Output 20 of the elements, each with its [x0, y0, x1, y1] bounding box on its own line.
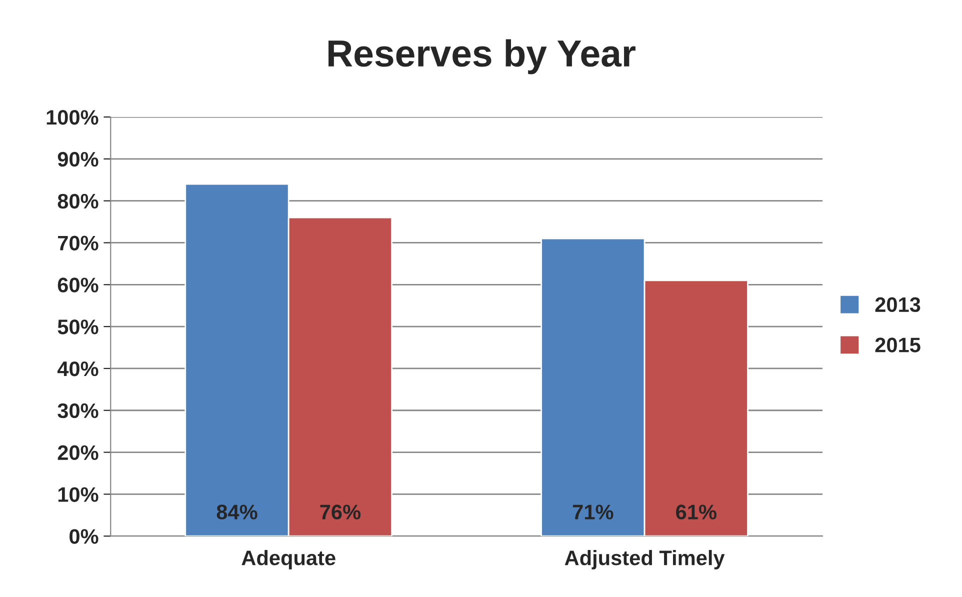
y-tick-label: 60%	[58, 278, 98, 292]
x-tick-label: Adjusted Timely	[564, 550, 725, 570]
data-label: 84%	[216, 504, 258, 520]
y-tick-label: 10%	[58, 487, 98, 502]
chart-title: Reserves by Year	[328, 39, 636, 74]
y-tick-label: 100%	[46, 110, 98, 125]
legend-label: 2015	[875, 338, 920, 352]
y-tick-label: 30%	[58, 403, 98, 418]
legend-label: 2013	[875, 297, 920, 312]
y-tick-label: 50%	[58, 320, 98, 334]
y-tick-label: 20%	[58, 445, 98, 460]
y-tick-label: 0%	[70, 529, 98, 544]
data-label: 71%	[572, 504, 614, 520]
y-tick-label: 40%	[57, 361, 98, 376]
data-label: 61%	[676, 504, 716, 520]
data-label: 76%	[320, 504, 361, 520]
y-tick-label: 80%	[58, 194, 98, 209]
y-tick-label: 90%	[58, 152, 98, 167]
x-tick-label: Adequate	[242, 550, 336, 570]
y-tick-label: 70%	[58, 236, 98, 250]
